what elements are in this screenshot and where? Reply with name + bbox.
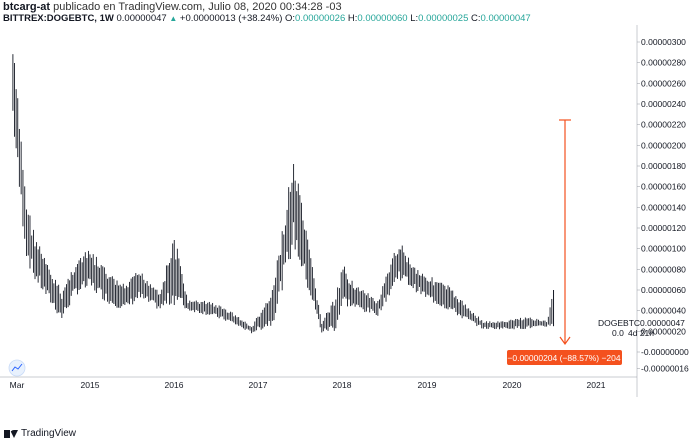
- time-tick-label: 2015: [81, 380, 100, 390]
- time-tick-label: Mar: [10, 380, 25, 390]
- price-tick-label: -0.00000000: [641, 347, 689, 357]
- bar-countdown: 4d 21h: [628, 328, 654, 338]
- time-tick-label: 2021: [587, 380, 606, 390]
- footer-brand: TradingView: [4, 428, 76, 439]
- price-tick-label: -0.00000016: [641, 364, 689, 374]
- author-name[interactable]: btcarg-at: [3, 1, 51, 13]
- time-axis[interactable]: Mar 2015 2016 2017 2018 2019 2020 2021: [10, 380, 606, 390]
- high-label: H:: [347, 13, 358, 24]
- measure-arrow-icon: [559, 336, 571, 346]
- price-tick-label: 0.00000280: [641, 58, 686, 68]
- publish-date: publicado en TradingView.com, Julio 08, …: [53, 1, 342, 13]
- publish-info: btcarg-at publicado en TradingView.com, …: [3, 1, 342, 13]
- measure-tool[interactable]: −0.00000204 (−88.57%) −204: [507, 119, 622, 365]
- go-to-realtime-icon[interactable]: [8, 359, 26, 377]
- time-tick-label: 2016: [165, 380, 184, 390]
- price-chart[interactable]: 0.00000300 0.00000280 0.00000260 0.00000240…: [0, 25, 690, 425]
- measure-label: −0.00000204 (−88.57%) −204: [507, 353, 620, 363]
- symbol-price-label: DOGEBTC: [598, 318, 640, 328]
- last-price: 0.00000047: [116, 13, 167, 24]
- countdown-partial: 0.0: [612, 328, 624, 338]
- high-value: 0.00000060: [357, 13, 408, 24]
- price-tick-label: 0.00000100: [641, 244, 686, 254]
- time-tick-label: 2020: [503, 380, 522, 390]
- symbol-name[interactable]: BITTREX:DOGEBTC, 1W: [3, 13, 114, 24]
- brand-name: TradingView: [21, 428, 77, 439]
- price-tick-label: 0.00000220: [641, 120, 686, 130]
- last-price-axis-label: 0.00000047: [640, 318, 685, 328]
- price-tick-label: 0.00000120: [641, 223, 686, 233]
- time-tick-label: 2018: [333, 380, 352, 390]
- price-tick-label: 0.00000200: [641, 140, 686, 150]
- price-tick-label: 0.00000040: [641, 306, 686, 316]
- open-label: O:: [285, 13, 296, 24]
- price-tick-label: 0.00000020: [641, 326, 686, 336]
- price-tick-label: 0.00000080: [641, 264, 686, 274]
- low-value: 0.00000025: [418, 13, 469, 24]
- open-value: 0.00000026: [295, 13, 346, 24]
- price-tick-label: 0.00000260: [641, 78, 686, 88]
- measure-label-box: [507, 350, 622, 365]
- tradingview-logo-icon: [4, 429, 18, 438]
- price-tick-label: 0.00000300: [641, 37, 686, 47]
- low-label: L:: [410, 13, 419, 24]
- price-tick-label: 0.00000180: [641, 161, 686, 171]
- time-tick-label: 2017: [249, 380, 268, 390]
- price-change: +0.00000013 (+38.24%): [179, 13, 283, 24]
- up-arrow-icon: ▲: [169, 14, 178, 23]
- close-value: 0.00000047: [480, 13, 531, 24]
- price-tick-label: 0.00000140: [641, 202, 686, 212]
- close-label: C:: [471, 13, 481, 24]
- candle-series: [12, 54, 555, 334]
- price-tick-label: 0.00000240: [641, 99, 686, 109]
- symbol-legend: BITTREX:DOGEBTC, 1W 0.00000047 ▲ +0.0000…: [3, 13, 531, 24]
- time-tick-label: 2019: [418, 380, 437, 390]
- price-axis[interactable]: 0.00000300 0.00000280 0.00000260 0.00000240…: [637, 37, 689, 374]
- price-tick-label: 0.00000060: [641, 285, 686, 295]
- price-tick-label: 0.00000160: [641, 182, 686, 192]
